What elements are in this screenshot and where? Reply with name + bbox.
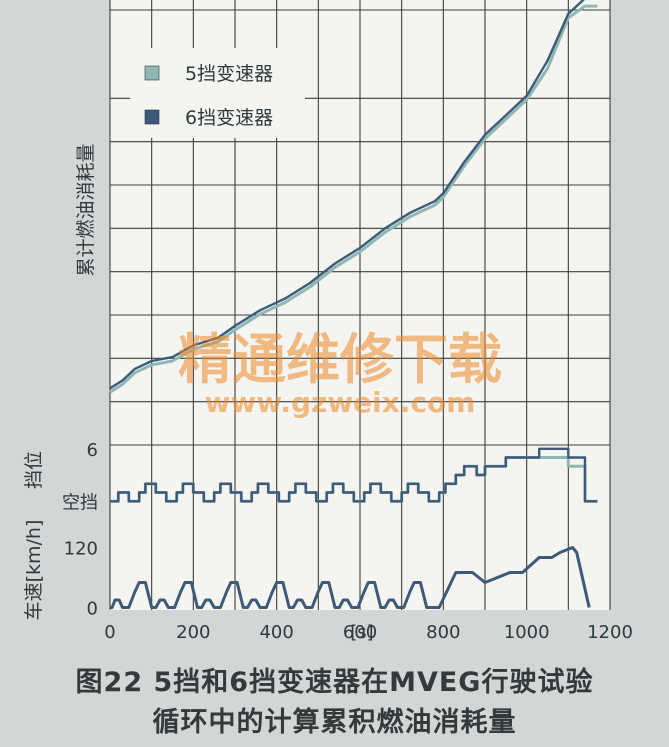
- legend-swatch-5-speed: [144, 65, 160, 81]
- legend-swatch-6-speed: [144, 109, 160, 125]
- legend: 5挡变速器 6挡变速器: [130, 48, 305, 138]
- watermark-title: 精通维修下载: [178, 328, 502, 391]
- speed-tick-labels: 120 0: [64, 539, 98, 620]
- speed-tick-label-1: 0: [87, 599, 98, 620]
- gear-series-line-6-speed: [110, 447, 598, 503]
- fuel-y-axis-label: 累计燃油消耗量: [75, 143, 97, 276]
- watermark-url: www.gzweix.com: [205, 386, 476, 419]
- gear-panel: 挡位 6 空挡: [23, 440, 598, 514]
- speed-y-axis-label: 车速[km/h]: [23, 520, 45, 621]
- x-axis-unit: [s]: [350, 622, 373, 643]
- gear-y-axis-label: 挡位: [23, 451, 45, 489]
- legend-label-5-speed: 5挡变速器: [185, 63, 273, 85]
- fuel-series-group: [109, 0, 598, 394]
- x-tick-label-600: 600: [343, 622, 377, 643]
- horizontal-grid: [110, 9, 610, 446]
- speed-series-group: [110, 546, 591, 609]
- x-tick-label-0: 0: [104, 622, 115, 643]
- gear-series-group: [110, 447, 598, 503]
- watermark: 精通维修下载 www.gzweix.com: [178, 328, 502, 419]
- x-tick-label-400: 400: [259, 622, 293, 643]
- x-tick-label-200: 200: [176, 622, 210, 643]
- x-tick-label-800: 800: [426, 622, 460, 643]
- gear-tick-label-0: 6: [87, 440, 98, 461]
- speed-tick-label-0: 120: [64, 539, 98, 560]
- figure-caption-line-1: 图22 5挡和6挡变速器在MVEG行驶试验: [75, 667, 594, 698]
- speed-panel: 车速[km/h] 120 0: [23, 520, 591, 621]
- x-tick-label-1000: 1000: [504, 622, 550, 643]
- x-tick-labels: 0 200 400 600 800 1000 1200: [104, 622, 633, 643]
- legend-label-6-speed: 6挡变速器: [185, 107, 273, 129]
- x-axis: 0 200 400 600 800 1000 1200 [s]: [104, 622, 633, 643]
- gear-tick-label-1: 空挡: [62, 492, 98, 513]
- fuel-series-line-5-speed: [109, 4, 598, 394]
- gear-tick-labels: 6 空挡: [62, 440, 98, 514]
- x-tick-label-1200: 1200: [587, 622, 633, 643]
- fuel-panel: 累计燃油消耗量: [75, 0, 598, 394]
- speed-series-line-6-speed: [110, 546, 591, 609]
- fuel-series-line-6-speed: [109, 0, 585, 390]
- figure-caption-line-2: 循环中的计算累积燃油消耗量: [152, 707, 517, 738]
